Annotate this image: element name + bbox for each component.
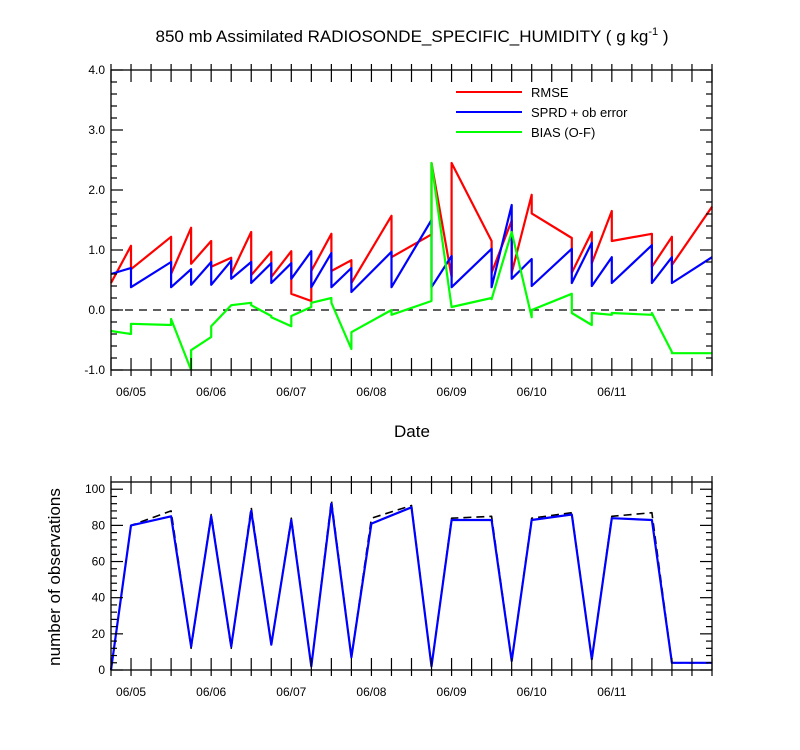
y-tick-label: 80 (92, 518, 106, 532)
x-tick-label: 06/09 (437, 685, 467, 699)
series-line-sprd-ob-error (110, 203, 713, 294)
y-tick-label: 1.0 (88, 243, 105, 257)
x-tick-label: 06/08 (356, 685, 386, 699)
bias-rmse-chart: -1.0 0.0 1.0 2.0 3.0 4.0 06/05 06/06 06/07 06/08 0… (84, 63, 713, 441)
x-tick-label: 06/07 (276, 685, 306, 699)
x-tick-label: 06/10 (517, 385, 547, 399)
y-tick-label: 4.0 (88, 63, 105, 77)
y-tick-label: -1.0 (84, 363, 105, 377)
y-axis-label: number of observations (45, 488, 64, 666)
y-tick-label: 20 (92, 627, 106, 641)
x-tick-label: 06/09 (437, 385, 467, 399)
y-tick-label: 0 (98, 663, 105, 677)
x-tick-label: 06/11 (597, 385, 626, 399)
series-line-possible-observations (110, 499, 712, 671)
x-axis-label: Date (394, 422, 430, 441)
legend: RMSE SPRD + ob error BIAS (O-F) (456, 85, 628, 140)
x-tick-label: 06/08 (356, 385, 386, 399)
x-tick-label: 06/10 (517, 685, 547, 699)
y-tick-label: 40 (92, 591, 106, 605)
y-tick-label: 2.0 (88, 183, 105, 197)
y-tick-label: 3.0 (88, 123, 105, 137)
x-tick-label: 06/07 (276, 385, 306, 399)
legend-label: RMSE (531, 85, 569, 100)
y-tick-label: 0.0 (88, 303, 105, 317)
series-line-rmse (110, 161, 713, 303)
top-plot-frame (110, 69, 713, 371)
x-tick-label: 06/05 (116, 385, 146, 399)
observation-count-chart: 0 20 40 60 80 100 06/05 06/06 06/07 06/08 06/09 06/… (45, 476, 713, 699)
series-line-assimilated-observations (109, 502, 712, 671)
legend-label: SPRD + ob error (531, 105, 628, 120)
x-tick-label: 06/11 (597, 685, 626, 699)
chart-title: 850 mb Assimilated RADIOSONDE_SPECIFIC_H… (156, 26, 669, 46)
x-tick-label: 06/06 (196, 685, 226, 699)
legend-label: BIAS (O-F) (531, 125, 595, 140)
bottom-plot-frame (110, 481, 713, 671)
y-tick-label: 60 (92, 555, 106, 569)
series-line-bias-o-f (110, 161, 712, 372)
y-tick-label: 100 (85, 482, 105, 496)
x-tick-label: 06/06 (196, 385, 226, 399)
x-tick-label: 06/05 (116, 685, 146, 699)
